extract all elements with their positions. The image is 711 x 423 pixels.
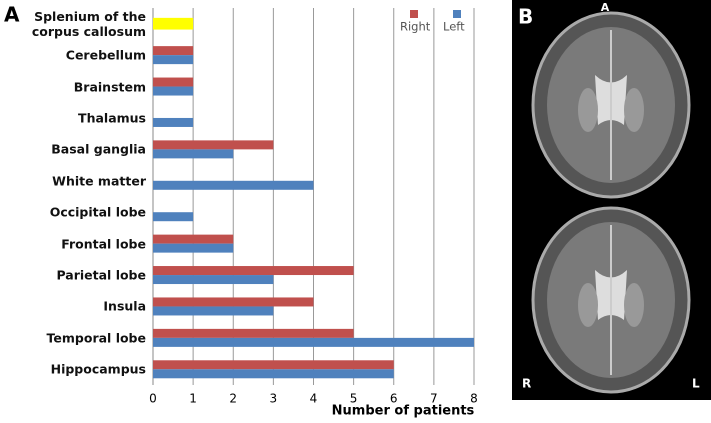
bar	[153, 46, 194, 56]
bar	[153, 328, 354, 338]
bar	[153, 266, 354, 276]
legend-label: Right	[400, 20, 431, 34]
bar	[153, 55, 194, 65]
bar	[153, 180, 314, 190]
y-tick-label: Occipital lobe	[49, 204, 146, 220]
y-tick-label: Temporal lobe	[46, 330, 146, 346]
y-tick-label: Parietal lobe	[56, 267, 146, 283]
panel-label: A	[4, 3, 20, 27]
bar	[153, 243, 234, 253]
bar	[153, 140, 274, 150]
y-tick-label: Basal ganglia	[51, 141, 146, 157]
bar	[153, 360, 394, 370]
mri-orientation: L	[692, 377, 700, 391]
bar	[153, 117, 194, 127]
bar	[153, 297, 314, 307]
y-tick-label: Thalamus	[78, 110, 146, 126]
bar	[153, 306, 274, 316]
bar	[153, 17, 194, 30]
panel-label: B	[518, 5, 533, 29]
y-tick-label: Hippocampus	[50, 361, 146, 377]
y-tick-label: White matter	[52, 173, 146, 189]
bar	[153, 86, 194, 96]
x-axis-title: Number of patients	[332, 404, 475, 419]
bar	[153, 77, 194, 87]
y-tick-label: Splenium of the corpus callosum	[31, 8, 146, 39]
mri-orientation: R	[522, 377, 531, 391]
mri-orientation: A	[601, 1, 610, 14]
bar	[153, 275, 274, 285]
mri-bottom	[531, 206, 691, 394]
x-tick-label: 1	[189, 392, 197, 406]
bar	[153, 234, 234, 244]
y-tick-label: Frontal lobe	[61, 236, 146, 252]
legend-swatch	[410, 10, 418, 18]
mri-top	[531, 11, 691, 199]
legend-label: Left	[443, 20, 465, 34]
y-tick-label: Cerebellum	[65, 47, 146, 63]
x-tick-label: 3	[270, 392, 278, 406]
y-tick-label: Insula	[103, 298, 146, 314]
x-tick-label: 2	[229, 392, 237, 406]
x-tick-label: 4	[310, 392, 318, 406]
bar	[153, 212, 194, 222]
bar	[153, 369, 394, 379]
x-tick-label: 0	[149, 392, 157, 406]
x-tick-label: 7	[430, 392, 438, 406]
x-tick-label: 5	[350, 392, 358, 406]
y-tick-label: Brainstem	[73, 79, 146, 95]
bar	[153, 337, 474, 347]
x-tick-label: 6	[390, 392, 398, 406]
legend-swatch	[453, 10, 461, 18]
bar	[153, 149, 234, 159]
x-tick-label: 8	[470, 392, 478, 406]
